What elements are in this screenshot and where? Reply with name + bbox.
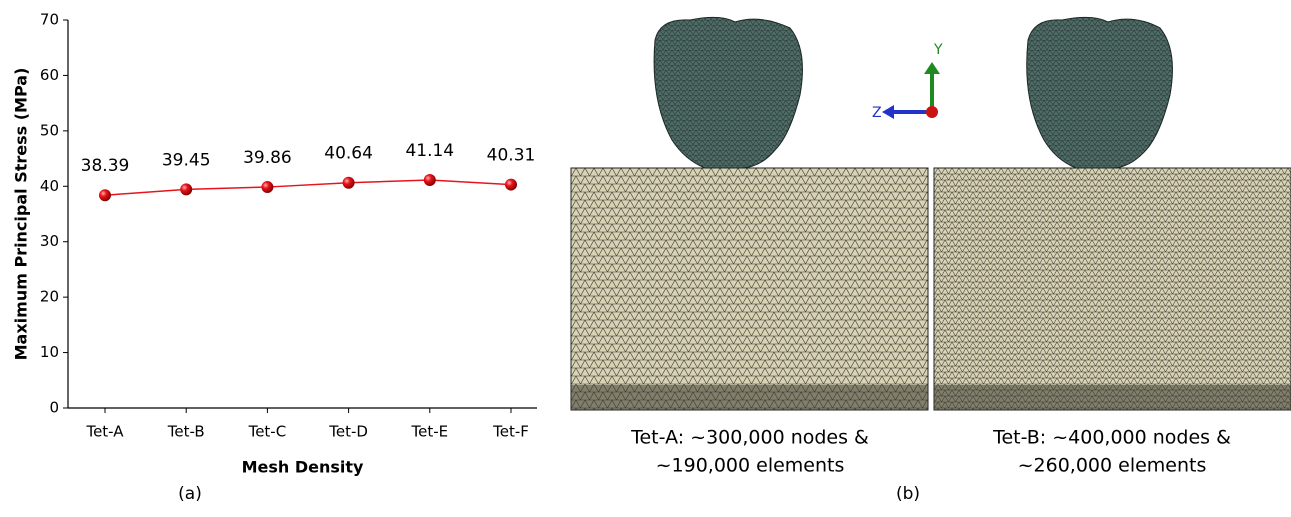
mesh-caption: ~260,000 elements bbox=[1018, 455, 1207, 477]
mesh-caption: ~190,000 elements bbox=[656, 455, 845, 477]
y-tick-label: 10 bbox=[40, 343, 59, 361]
data-point bbox=[261, 181, 273, 193]
x-axis-title: Mesh Density bbox=[242, 458, 364, 477]
data-point bbox=[180, 183, 192, 195]
triad-arrow bbox=[924, 62, 940, 74]
data-label: 39.86 bbox=[243, 148, 292, 168]
mesh-dense-band bbox=[571, 385, 928, 410]
y-tick-label: 0 bbox=[49, 399, 59, 417]
triad-label: Y bbox=[933, 42, 943, 58]
line-chart: 0 10 20 30 40 50 60 70 Maximum Principal Stress … bbox=[12, 11, 538, 477]
y-tick-label: 30 bbox=[40, 232, 59, 250]
x-tick-label: Tet-B bbox=[167, 423, 205, 441]
y-tick-label: 60 bbox=[40, 66, 59, 84]
mesh-dense-band bbox=[934, 385, 1291, 410]
figure: 0 10 20 30 40 50 60 70 Maximum Principal Stress … bbox=[0, 0, 1291, 513]
x-tick-label: Tet-E bbox=[410, 423, 448, 441]
x-tick-label: Tet-D bbox=[328, 423, 368, 441]
triad-label: Z bbox=[872, 105, 882, 121]
data-label: 40.64 bbox=[324, 144, 373, 164]
tooth-mesh bbox=[654, 17, 802, 168]
y-axis-title: Maximum Principal Stress (MPa) bbox=[12, 68, 31, 361]
data-label: 40.31 bbox=[487, 146, 536, 166]
data-point bbox=[505, 179, 517, 191]
data-point bbox=[424, 174, 436, 186]
y-tick-label: 20 bbox=[40, 288, 59, 306]
y-tick-label: 40 bbox=[40, 177, 59, 195]
triad-origin bbox=[926, 106, 938, 118]
figure-label: (b) bbox=[896, 484, 920, 504]
y-tick-label: 50 bbox=[40, 121, 59, 139]
data-point bbox=[99, 189, 111, 201]
mesh-panel bbox=[571, 168, 928, 410]
x-tick-label: Tet-A bbox=[85, 423, 124, 441]
x-tick-label: Tet-F bbox=[492, 423, 529, 441]
series-line bbox=[105, 180, 511, 195]
mesh-caption: Tet-B: ~400,000 nodes & bbox=[992, 427, 1231, 449]
figure-label: (a) bbox=[178, 484, 202, 504]
y-tick-label: 70 bbox=[40, 11, 59, 29]
data-label: 41.14 bbox=[405, 141, 454, 161]
tooth-mesh bbox=[1027, 17, 1173, 168]
data-point bbox=[343, 177, 355, 189]
x-tick-label: Tet-C bbox=[248, 423, 287, 441]
data-label: 39.45 bbox=[162, 150, 211, 170]
mesh-caption: Tet-A: ~300,000 nodes & bbox=[630, 427, 869, 449]
triad-arrow bbox=[882, 105, 894, 119]
mesh-panel bbox=[934, 168, 1291, 410]
data-label: 38.39 bbox=[81, 156, 130, 176]
